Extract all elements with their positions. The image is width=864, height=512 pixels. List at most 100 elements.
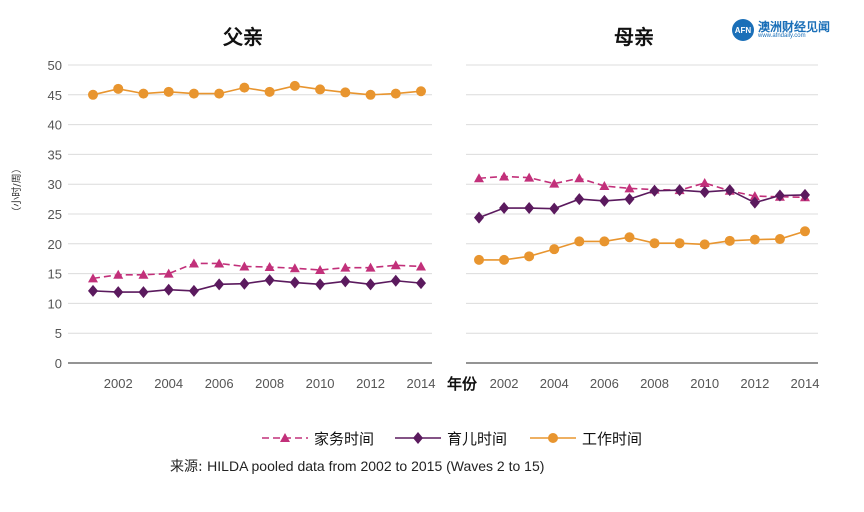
afn-logo: AFN 澳洲财经见闻 www.afndaily.com [732,19,830,41]
x-tick-label: 2006 [590,376,619,391]
data-point-housework [138,269,149,279]
source-text: HILDA pooled data from 2002 to 2015 (Wav… [207,458,545,474]
x-tick-label: 2004 [154,376,183,391]
y-tick-label: 50 [48,58,62,73]
data-point-childcare [188,284,199,297]
data-point-childcare [163,283,174,296]
x-tick-label: 2010 [306,376,335,391]
data-point-work [699,239,710,250]
data-point-work [365,89,376,100]
data-point-housework [749,191,760,201]
data-point-childcare [340,275,351,288]
data-point-childcare [289,276,300,289]
data-point-work [315,84,326,95]
data-point-housework [524,172,535,182]
data-point-housework [188,258,199,268]
source-label: 来源: [170,459,203,475]
logo-name: 澳洲财经见闻 [758,20,831,34]
source-note: 来源: HILDA pooled data from 2002 to 2015 … [170,456,544,476]
x-tick-label: 2002 [490,376,519,391]
data-point-childcare [499,202,510,215]
y-tick-label: 10 [48,296,62,311]
data-point-childcare [574,193,585,206]
data-point-work [574,236,585,247]
data-point-childcare [88,284,98,297]
data-point-work [649,238,660,249]
y-tick-label: 5 [55,326,62,341]
data-point-housework [365,262,376,272]
x-tick-label: 2008 [640,376,669,391]
series-line-housework [478,175,806,199]
data-point-childcare [474,211,484,224]
data-point-work [474,254,484,265]
data-point-work [599,236,610,247]
x-tick-label: 2006 [205,376,234,391]
legend-marker-work [548,433,558,443]
data-point-housework [390,260,401,270]
series-line-housework [92,262,422,280]
data-point-housework [113,269,124,279]
data-point-childcare [674,184,685,197]
panel-mother: 2002 2004 2006 2008 2010 2012 2014 母亲 [466,25,819,391]
data-point-work [416,86,426,97]
data-point-childcare [315,278,326,291]
x-tick-label: 2012 [356,376,385,391]
legend-marker-childcare [413,432,423,444]
data-point-childcare [724,184,735,197]
data-point-childcare [774,189,785,202]
data-point-work [549,244,560,255]
data-point-work [138,88,149,99]
data-point-work [524,251,535,262]
x-axis-label: 年份 [447,375,478,393]
x-tick-label: 2014 [791,376,820,391]
data-point-childcare [549,202,560,215]
data-point-housework [416,261,426,271]
data-point-work [88,89,98,100]
data-point-housework [624,183,635,193]
data-point-work [113,83,124,94]
legend-label-housework: 家务时间 [314,430,374,448]
data-point-housework [289,263,300,273]
x-tick-label: 2004 [540,376,569,391]
data-point-work [340,87,351,98]
y-tick-label: 40 [48,118,62,133]
data-point-housework [574,173,585,183]
data-point-childcare [599,194,610,207]
panel-title: 母亲 [614,25,654,49]
data-point-housework [264,262,275,272]
data-point-work [289,80,300,91]
data-point-childcare [416,277,426,290]
data-point-housework [549,178,560,188]
data-point-work [264,86,275,97]
data-point-work [390,88,401,99]
logo-url: www.afndaily.com [758,33,806,39]
x-tick-label: 2014 [407,376,436,391]
legend: 家务时间 育儿时间 工作时间 [262,430,642,448]
data-point-housework [315,265,326,275]
data-point-childcare [239,277,250,290]
data-point-work [188,88,199,99]
y-tick-label: 30 [48,177,62,192]
data-point-housework [340,262,351,272]
legend-label-work: 工作时间 [582,430,642,448]
data-point-childcare [264,274,275,287]
data-point-housework [163,268,174,278]
y-axis-label: （小时/周） [11,163,23,216]
panel-title: 父亲 [222,25,263,49]
data-point-work [774,234,785,245]
data-point-childcare [649,184,660,197]
data-point-work [163,86,174,97]
data-point-childcare [699,185,710,198]
data-point-work [214,88,225,99]
y-tick-label: 35 [48,147,62,162]
data-point-work [239,82,250,93]
panel-father: 2002 2004 2006 2008 2010 2012 2014 父亲 [68,25,435,391]
afn-badge: AFN [732,19,754,41]
y-tick-label: 25 [48,207,62,222]
data-point-childcare [138,286,149,299]
data-point-childcare [365,278,376,291]
data-point-work [800,226,810,237]
data-point-housework [239,261,250,271]
data-point-housework [88,273,98,283]
